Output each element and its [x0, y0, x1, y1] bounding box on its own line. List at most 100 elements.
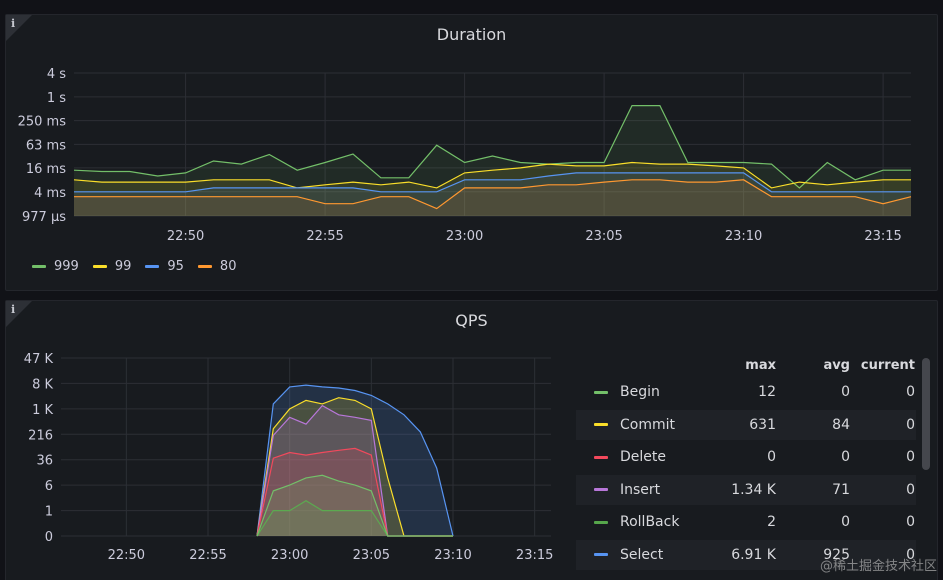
legend-label: Begin [620, 384, 660, 400]
value-current: 0 [906, 481, 915, 498]
y-tick-label: 0 [45, 530, 53, 545]
legend-swatch [92, 265, 107, 268]
series-area-80 [74, 179, 911, 216]
legend-item-95[interactable]: 95 [145, 259, 184, 274]
legend-label: 80 [219, 259, 237, 274]
value-max: 6.91 K [731, 546, 776, 563]
duration-legend: 999 99 95 80 [32, 259, 236, 274]
value-avg: 925 [823, 546, 850, 563]
value-max: 2 [767, 514, 776, 530]
x-tick-label: 22:50 [167, 229, 204, 244]
legend-swatch [145, 265, 160, 268]
series-line-begin [256, 474, 453, 537]
value-current: 0 [906, 449, 915, 465]
value-avg: 71 [832, 481, 850, 498]
y-tick-label: 1 s [47, 91, 66, 106]
series-line-80 [74, 179, 912, 210]
value-current: 0 [906, 416, 915, 433]
x-tick-label: 23:05 [353, 548, 390, 563]
x-tick-label: 23:00 [271, 548, 308, 563]
value-avg: 0 [841, 449, 850, 465]
y-tick-label: 8 K [32, 377, 53, 392]
header-max[interactable]: max [745, 357, 776, 373]
series-line-select [256, 384, 454, 537]
panel-title[interactable]: QPS [455, 311, 488, 330]
header-avg[interactable]: avg [823, 357, 850, 373]
legend-swatch [594, 423, 608, 426]
y-tick-label: 47 K [24, 352, 54, 367]
y-tick-label: 1 [45, 505, 53, 520]
legend-swatch [594, 553, 608, 556]
legend-row-select[interactable]: Select 6.91 K 925 0 [576, 539, 916, 570]
y-tick-label: 4 s [47, 67, 66, 82]
legend-label: RollBack [620, 514, 680, 530]
panel-info-corner[interactable] [6, 15, 32, 41]
watermark: @稀土掘金技术社区 [819, 559, 937, 574]
value-current: 0 [906, 546, 915, 563]
x-tick-label: 22:55 [306, 229, 343, 244]
y-tick-label: 1 K [32, 403, 53, 418]
legend-label: 99 [114, 259, 132, 274]
qps-panel: i QPS 47 K 8 K 1 K 216 36 6 1 0 22:50 22:55 23:00 2… [5, 300, 938, 580]
value-max: 1.34 K [731, 481, 776, 498]
legend-scrollbar[interactable] [922, 358, 930, 470]
series-area-delete [257, 448, 453, 536]
info-icon[interactable]: i [11, 17, 16, 30]
y-tick-label: 4 ms [34, 186, 66, 201]
legend-row-begin[interactable]: Begin 12 0 0 [576, 377, 916, 407]
x-tick-label: 22:50 [108, 548, 145, 563]
legend-row-delete[interactable]: Delete 0 0 0 [576, 442, 916, 472]
legend-swatch [197, 265, 212, 268]
value-current: 0 [906, 384, 915, 400]
table-header: max avg current [576, 353, 916, 377]
y-tick-label: 977 μs [22, 210, 66, 225]
legend-label: 95 [167, 259, 184, 274]
x-tick-label: 23:10 [725, 229, 762, 244]
qps-chart[interactable]: 47 K 8 K 1 K 216 36 6 1 0 22:50 22:55 23:00 23:05 23… [6, 301, 566, 571]
legend-swatch [594, 455, 608, 459]
duration-chart[interactable]: 4 s 1 s 250 ms 63 ms 16 ms 4 ms 977 μs 22:50 22:… [6, 15, 939, 255]
legend-label: Select [620, 546, 664, 563]
y-tick-label: 16 ms [26, 162, 66, 177]
header-current[interactable]: current [860, 357, 915, 373]
x-tick-label: 23:15 [516, 548, 553, 563]
series-area-rollback [257, 500, 453, 536]
y-tick-label: 216 [28, 428, 53, 443]
series-line-999 [73, 105, 911, 189]
legend-label: Insert [620, 481, 661, 498]
legend-row-commit[interactable]: Commit 631 84 0 [576, 409, 916, 440]
value-max: 0 [767, 449, 776, 465]
series-area-select [257, 385, 453, 536]
legend-swatch [32, 265, 46, 268]
x-tick-label: 23:05 [585, 229, 622, 244]
y-tick-label: 63 ms [26, 138, 66, 153]
panel-info-corner[interactable] [6, 301, 32, 327]
panel-title[interactable]: Duration [436, 25, 507, 44]
legend-label: 999 [54, 259, 79, 274]
legend-row-insert[interactable]: Insert 1.34 K 71 0 [576, 474, 916, 505]
value-avg: 84 [832, 416, 850, 433]
series-area-commit [257, 397, 453, 536]
series-area-99 [74, 162, 911, 216]
value-avg: 0 [841, 384, 850, 400]
value-max: 631 [749, 416, 776, 433]
qps-legend-table: max avg current Begin 12 0 0 Commit 631 84 0 Del… [576, 353, 916, 572]
legend-row-rollback[interactable]: RollBack 2 0 0 [576, 507, 916, 537]
series-area-95 [74, 172, 911, 216]
legend-swatch [594, 390, 608, 394]
legend-item-80[interactable]: 80 [197, 259, 237, 274]
y-tick-label: 36 [36, 454, 53, 469]
x-tick-label: 23:00 [446, 229, 483, 244]
series-line-95 [74, 172, 911, 193]
legend-swatch [594, 488, 608, 491]
series-line-99 [73, 161, 911, 189]
x-tick-label: 22:55 [189, 548, 226, 563]
y-tick-label: 250 ms [18, 115, 67, 130]
series-area-insert [257, 405, 453, 536]
info-icon[interactable]: i [11, 303, 16, 316]
value-max: 12 [758, 384, 776, 400]
legend-item-99[interactable]: 99 [92, 259, 132, 274]
x-tick-label: 23:10 [434, 548, 471, 563]
duration-panel: i Duration 4 s 1 s 250 ms 63 ms 16 ms 4 ms 977… [5, 14, 938, 291]
legend-item-999[interactable]: 999 [32, 259, 79, 274]
